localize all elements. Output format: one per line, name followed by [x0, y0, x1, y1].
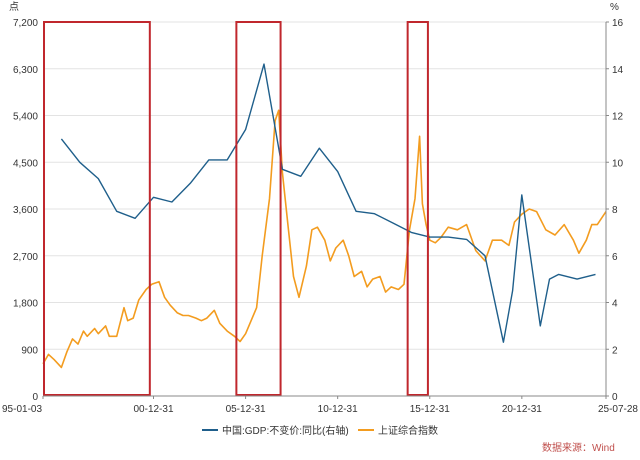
left-tick-label: 6,300: [13, 65, 38, 76]
left-tick-label: 4,500: [13, 158, 38, 169]
x-tick-label: 15-12-31: [410, 404, 450, 415]
right-tick-label: 10: [612, 158, 624, 169]
gridlines: [43, 21, 606, 350]
x-tick-label: 25-07-28: [598, 404, 638, 415]
right-tick-label: 16: [612, 18, 624, 29]
right-tick-label: 8: [612, 205, 618, 216]
x-tick-label: 10-12-31: [318, 404, 358, 415]
left-tick-label: 1,800: [13, 299, 38, 310]
source-label: 数据来源：Wind: [542, 441, 615, 454]
index-series-line: [42, 109, 607, 369]
right-tick-label: 0: [612, 392, 618, 403]
x-tick-label: 95-01-03: [2, 404, 42, 415]
legend-gdp-label: 中国:GDP:不变价:同比(右轴): [222, 424, 349, 437]
highlight-box: [43, 21, 151, 396]
highlight-box: [235, 21, 282, 396]
left-axis-unit: 点: [9, 1, 19, 13]
highlight-box: [406, 21, 429, 396]
series-layer: [42, 63, 607, 369]
right-tick-label: 2: [612, 345, 618, 356]
right-tick-label: 4: [612, 299, 618, 310]
x-tick-label: 00-12-31: [133, 404, 173, 415]
x-tick-label: 05-12-31: [226, 404, 266, 415]
gdp-series-line: [60, 63, 596, 343]
right-tick-label: 6: [612, 252, 618, 263]
left-tick-label: 900: [21, 345, 38, 356]
right-axis-unit: %: [610, 2, 619, 13]
x-tick-label: 20-12-31: [502, 404, 542, 415]
legend: 中国:GDP:不变价:同比(右轴) 上证综合指数: [202, 424, 438, 437]
legend-index-label: 上证综合指数: [378, 424, 438, 437]
right-tick-label: 12: [612, 112, 624, 123]
left-tick-label: 7,200: [13, 18, 38, 29]
left-tick-label: 2,700: [13, 252, 38, 263]
left-tick-label: 5,400: [13, 112, 38, 123]
left-tick-label: 0: [32, 392, 38, 403]
left-tick-label: 3,600: [13, 205, 38, 216]
right-tick-label: 14: [612, 65, 624, 76]
tick-labels: 0 900 1,800 2,700 3,600 4,500 5,400 6,300 7,200 0…: [2, 18, 638, 415]
highlight-boxes: [43, 21, 429, 396]
